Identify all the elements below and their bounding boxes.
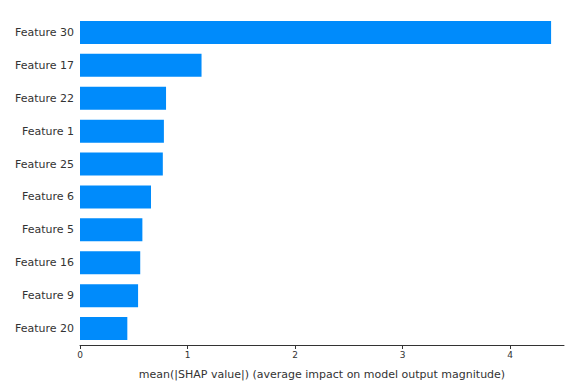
svg-text:Feature 9: Feature 9 bbox=[22, 289, 74, 302]
svg-text:1: 1 bbox=[185, 350, 191, 360]
svg-text:Feature 22: Feature 22 bbox=[15, 92, 74, 105]
svg-text:Feature 5: Feature 5 bbox=[22, 223, 74, 236]
svg-text:Feature 1: Feature 1 bbox=[22, 125, 74, 138]
svg-text:Feature 6: Feature 6 bbox=[22, 190, 74, 203]
svg-text:Feature 25: Feature 25 bbox=[15, 158, 74, 171]
svg-text:2: 2 bbox=[292, 350, 298, 360]
svg-text:3: 3 bbox=[400, 350, 406, 360]
svg-text:mean(|SHAP value|) (average im: mean(|SHAP value|) (average impact on mo… bbox=[139, 368, 505, 381]
svg-text:0: 0 bbox=[77, 350, 83, 360]
svg-text:4: 4 bbox=[507, 350, 513, 360]
svg-text:Feature 30: Feature 30 bbox=[15, 26, 74, 39]
svg-text:Feature 16: Feature 16 bbox=[15, 256, 74, 269]
svg-text:Feature 20: Feature 20 bbox=[15, 322, 74, 335]
svg-text:Feature 17: Feature 17 bbox=[15, 59, 74, 72]
